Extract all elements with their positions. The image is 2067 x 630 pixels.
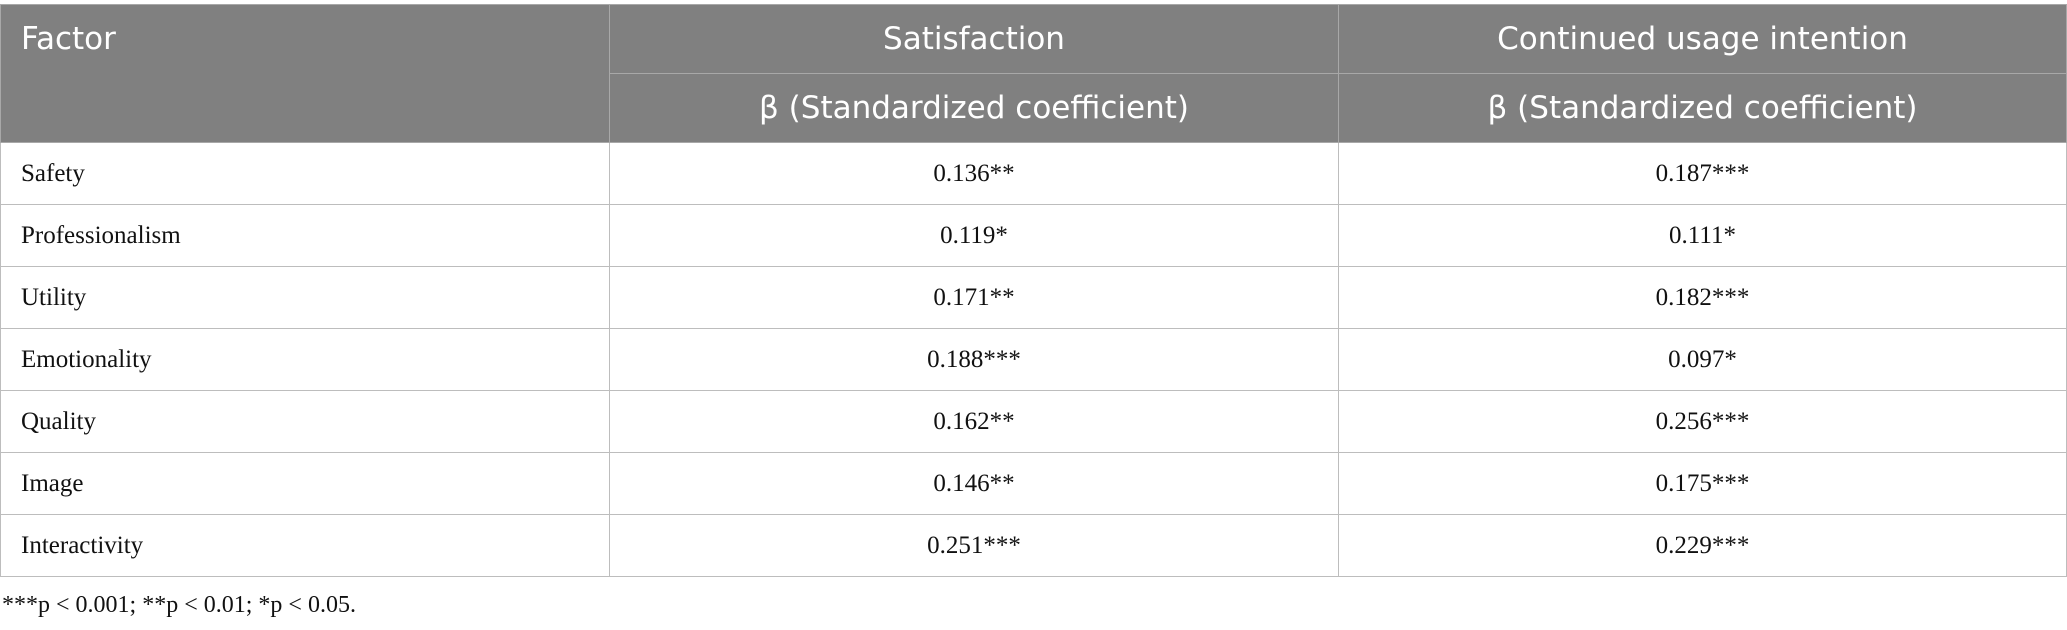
value-cell: 0.187*** [1338,142,2067,205]
value-cell: 0.229*** [1338,514,2067,577]
value-cell: 0.171** [609,266,1339,329]
value-cell: 0.182*** [1338,266,2067,329]
table-row: Safety 0.136** 0.187*** [0,142,2067,205]
value-cell: 0.097* [1338,328,2067,391]
table-row: Utility 0.171** 0.182*** [0,266,2067,329]
value-cell: 0.162** [609,390,1339,453]
table-row: Interactivity 0.251*** 0.229*** [0,514,2067,577]
subheader-cell: β (Standardized coefficient) [1338,73,2067,143]
table-row: Quality 0.162** 0.256*** [0,390,2067,453]
factor-cell: Quality [0,390,610,453]
table-body: Safety 0.136** 0.187*** Professionalism 0.11… [0,142,2067,577]
value-cell: 0.188*** [609,328,1339,391]
results-table: Factor Satisfaction Continued usage inte… [0,4,2067,577]
table-row: Professionalism 0.119* 0.111* [0,204,2067,267]
table-row: Emotionality 0.188*** 0.097* [0,328,2067,391]
value-cell: 0.136** [609,142,1339,205]
factor-cell: Safety [0,142,610,205]
header-cell: Factor [0,4,610,143]
factor-cell: Image [0,452,610,515]
footnote: ***p < 0.001; **p < 0.01; *p < 0.05. [2,592,356,618]
subheader-cell: β (Standardized coefficient) [609,73,1339,143]
value-cell: 0.119* [609,204,1339,267]
factor-cell: Utility [0,266,610,329]
factor-cell: Emotionality [0,328,610,391]
value-cell: 0.175*** [1338,452,2067,515]
value-cell: 0.251*** [609,514,1339,577]
header-cell: Satisfaction [609,4,1339,74]
factor-cell: Interactivity [0,514,610,577]
header-cell: Continued usage intention [1338,4,2067,74]
value-cell: 0.111* [1338,204,2067,267]
table-row: Image 0.146** 0.175*** [0,452,2067,515]
value-cell: 0.146** [609,452,1339,515]
factor-cell: Professionalism [0,204,610,267]
value-cell: 0.256*** [1338,390,2067,453]
